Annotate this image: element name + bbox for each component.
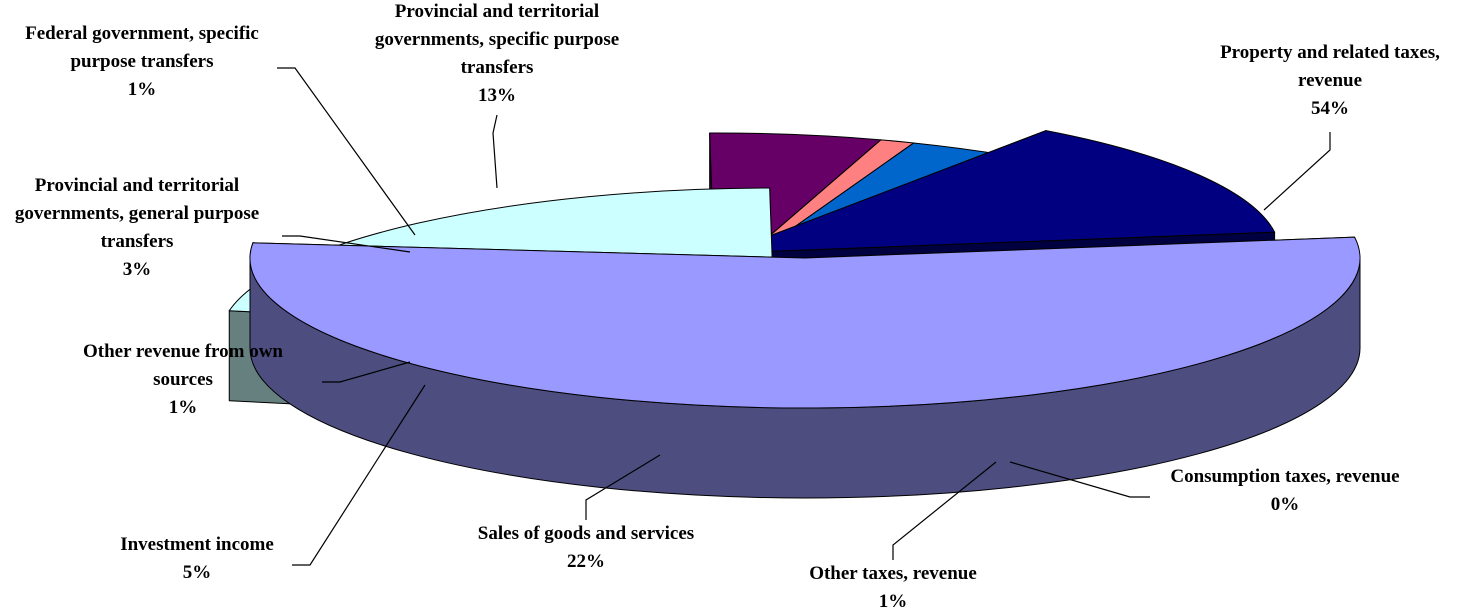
- slice-label-line: Provincial and territorial: [395, 1, 599, 22]
- slice-label-line: sources: [153, 369, 213, 390]
- slice-label: Provincial and territorial governments, g…: [15, 175, 259, 280]
- slice-label: Other revenue from own sources 1%: [83, 341, 283, 418]
- slice-percent: 13%: [478, 85, 516, 106]
- slice-label-line: transfers: [461, 57, 534, 78]
- slice-label: Sales of goods and services 22%: [478, 523, 694, 572]
- slice-label-line: Other taxes, revenue: [809, 563, 977, 584]
- slice-top: [249, 236, 1361, 409]
- slice-label-line: Investment income: [120, 534, 274, 555]
- slice-labels: Property and related taxes, revenue 54% Con…: [15, 1, 1440, 612]
- leader-line: [1009, 461, 1150, 498]
- slice-percent: 1%: [169, 397, 198, 418]
- leader-lines: [277, 67, 1331, 566]
- slice-label-line: Federal government, specific: [25, 23, 259, 44]
- slice-top: [724, 130, 1276, 254]
- slice-label-line: purpose transfers: [70, 51, 213, 72]
- leader-line: [492, 114, 498, 189]
- leader-line: [282, 235, 411, 253]
- slice-label-line: governments, specific purpose: [375, 29, 619, 50]
- slice-percent: 3%: [123, 259, 152, 280]
- slice-percent: 0%: [1271, 494, 1300, 515]
- slice-label: Other taxes, revenue 1%: [809, 563, 977, 612]
- slice-label-line: Property and related taxes,: [1220, 42, 1440, 63]
- pie-slice-0: [249, 236, 1361, 499]
- leader-line: [1263, 132, 1331, 211]
- leader-line: [585, 454, 661, 520]
- slice-percent: 1%: [128, 79, 157, 100]
- slice-percent: 1%: [879, 591, 908, 612]
- slice-label-line: transfers: [101, 231, 174, 252]
- leader-line: [892, 461, 997, 560]
- leader-line: [277, 67, 416, 236]
- leader-line: [292, 384, 426, 566]
- slice-label: Provincial and territorial governments, s…: [375, 1, 619, 106]
- pie-slices: [228, 130, 1361, 499]
- slice-label: Federal government, specific purpose tran…: [25, 23, 259, 100]
- slice-label-line: Provincial and territorial: [35, 175, 239, 196]
- slice-label: Investment income 5%: [120, 534, 274, 583]
- leader-line: [322, 361, 411, 383]
- slice-percent: 54%: [1311, 98, 1349, 119]
- slice-label-line: Sales of goods and services: [478, 523, 694, 544]
- slice-label-line: Other revenue from own: [83, 341, 283, 362]
- slice-label: Property and related taxes, revenue 54%: [1220, 42, 1440, 119]
- slice-label-line: Consumption taxes, revenue: [1170, 466, 1399, 487]
- slice-percent: 22%: [567, 551, 605, 572]
- slice-label-line: governments, general purpose: [15, 203, 259, 224]
- slice-label: Consumption taxes, revenue 0%: [1170, 466, 1399, 515]
- slice-label-line: revenue: [1298, 70, 1362, 91]
- slice-percent: 5%: [183, 562, 212, 583]
